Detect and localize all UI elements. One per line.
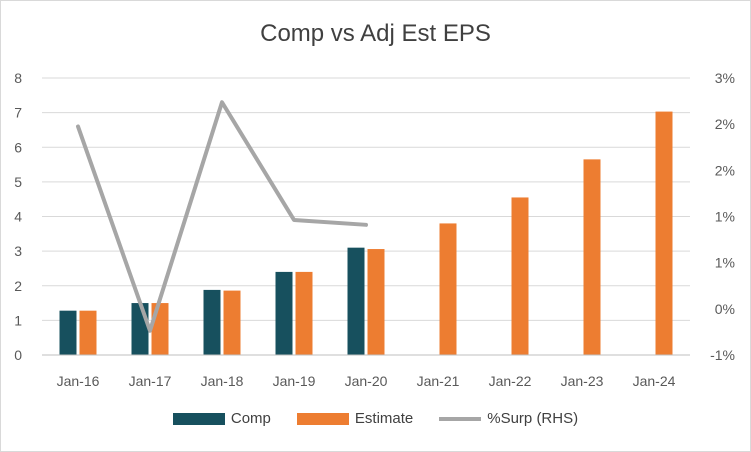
y-tick-label: 1 <box>14 312 22 328</box>
bar-estimate-jan-17 <box>151 303 169 355</box>
legend-swatch-comp <box>172 412 225 425</box>
y-tick-label: 2 <box>14 278 22 294</box>
y-tick-label: 0 <box>14 347 22 363</box>
x-tick-label: Jan-21 <box>417 373 460 389</box>
y-tick-label: 3 <box>14 243 22 259</box>
y2-tick-label: 2% <box>715 116 735 132</box>
bar-estimate-jan-23 <box>583 159 601 355</box>
bar-estimate-jan-21 <box>439 223 457 355</box>
gridlines <box>42 77 690 321</box>
bars <box>59 111 673 356</box>
x-tick-label: Jan-17 <box>129 373 172 389</box>
bar-comp-jan-18 <box>203 289 221 355</box>
bar-comp-jan-17 <box>131 303 149 355</box>
x-tick-label: Jan-16 <box>57 373 100 389</box>
y2-tick-label: 2% <box>715 162 735 178</box>
y2-tick-label: 3% <box>715 70 735 86</box>
x-tick-label: Jan-22 <box>489 373 532 389</box>
legend-item-surprise: %Surp (RHS) <box>439 410 578 427</box>
y2-tick-label: 1% <box>715 209 735 225</box>
x-tick-label: Jan-23 <box>561 373 604 389</box>
axes: 0 1 2 3 4 5 6 7 8 -1% 0% 1% 1% 2% 2% 3% Jan-16 Jan-17 Jan-… <box>14 70 735 389</box>
bar-comp-jan-19 <box>275 271 293 355</box>
legend-swatch-surprise <box>439 416 482 421</box>
y-tick-label: 7 <box>14 105 22 121</box>
surprise-line <box>76 100 368 333</box>
legend-item-estimate: Estimate <box>296 410 414 427</box>
legend-label-estimate: Estimate <box>354 410 414 427</box>
x-tick-label: Jan-20 <box>345 373 388 389</box>
y-tick-label: 8 <box>14 70 22 86</box>
chart-title: Comp vs Adj Est EPS <box>260 20 491 47</box>
bar-estimate-jan-24 <box>655 111 673 356</box>
x-tick-label: Jan-18 <box>201 373 244 389</box>
y-tick-label: 4 <box>14 209 22 225</box>
y2-tick-label: -1% <box>710 347 735 363</box>
bar-estimate-jan-22 <box>511 197 529 355</box>
y2-tick-label: 1% <box>715 255 735 271</box>
bar-estimate-jan-16 <box>79 310 97 355</box>
legend-label-surprise: %Surp (RHS) <box>487 410 579 427</box>
bar-estimate-jan-19 <box>295 271 313 355</box>
legend: Comp Estimate %Surp (RHS) <box>0 410 751 427</box>
legend-label-comp: Comp <box>230 410 271 427</box>
x-tick-label: Jan-19 <box>273 373 316 389</box>
bar-comp-jan-20 <box>347 247 365 355</box>
bar-estimate-jan-20 <box>367 249 385 355</box>
y-tick-label: 6 <box>14 139 22 155</box>
legend-item-comp: Comp <box>172 410 271 427</box>
legend-swatch-estimate <box>296 412 349 425</box>
bar-estimate-jan-18 <box>223 290 241 355</box>
x-tick-label: Jan-24 <box>633 373 676 389</box>
bar-comp-jan-16 <box>59 310 77 355</box>
y2-tick-label: 0% <box>715 301 735 317</box>
y-tick-label: 5 <box>14 174 22 190</box>
